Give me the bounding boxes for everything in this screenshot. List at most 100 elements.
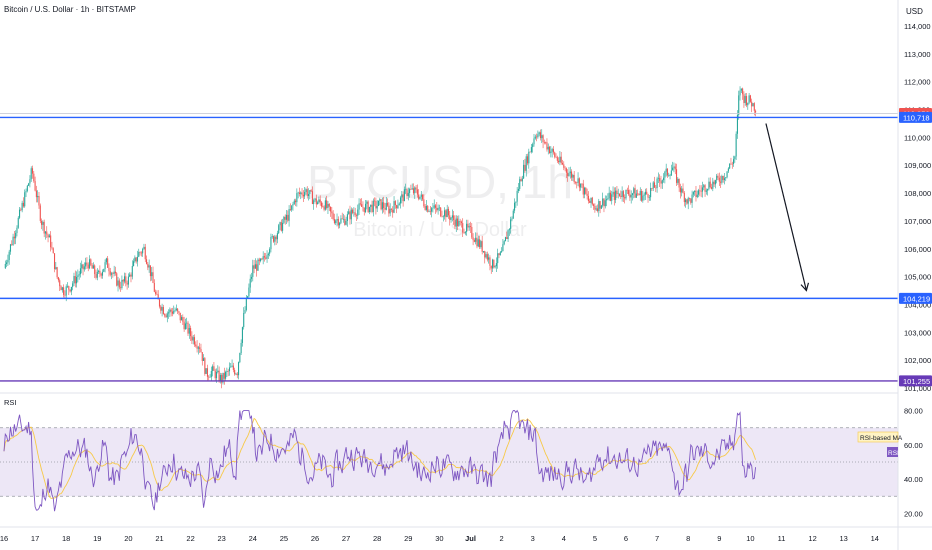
candle-body: [716, 175, 718, 181]
candle-body: [66, 286, 69, 287]
candle-body: [472, 237, 474, 241]
time-tick-label: 16: [0, 534, 8, 543]
candle-body: [37, 195, 39, 198]
candle-body: [380, 199, 382, 210]
time-tick-label: 6: [624, 534, 628, 543]
candle-body: [65, 286, 67, 296]
candle-body: [473, 240, 475, 242]
candle-body: [652, 182, 654, 189]
candle-body: [48, 235, 50, 238]
candle-body: [339, 222, 341, 226]
time-tick-label: Jul: [465, 534, 476, 543]
price-label-badge: [899, 292, 932, 304]
candle-body: [625, 189, 627, 199]
time-axis[interactable]: 16 17 18 19 20 21 22 23 24 25 26 27 28 29 30 Jul 2 3 4 5 6 7 8…: [0, 526, 932, 543]
candle-body: [462, 223, 464, 233]
price-pane[interactable]: [0, 86, 898, 394]
candle-body: [743, 94, 745, 103]
candle-body: [399, 197, 402, 204]
candle-body: [161, 307, 163, 311]
candle-body: [440, 207, 442, 217]
candle-body: [555, 156, 557, 158]
candle-body: [455, 218, 457, 227]
candle-body: [506, 237, 508, 240]
candle-body: [561, 162, 564, 165]
currency-label[interactable]: USD: [906, 7, 923, 16]
time-tick-label: 10: [746, 534, 754, 543]
watermark-symbol: BTCUSD, 1h: [307, 156, 573, 208]
candle-body: [215, 371, 218, 379]
candle-body: [262, 256, 264, 260]
candle-body: [516, 190, 518, 202]
candle-body: [612, 191, 614, 195]
candle-body: [64, 294, 66, 296]
time-tick-label: 24: [249, 534, 257, 543]
candle-body: [19, 209, 21, 218]
candle-body: [230, 366, 232, 368]
candle-body: [310, 190, 312, 192]
candle-body: [249, 278, 251, 288]
candle-body: [494, 266, 496, 268]
rsi-title[interactable]: RSI: [4, 398, 17, 407]
symbol-title[interactable]: Bitcoin / U.S. Dollar · 1h · BITSTAMP: [4, 5, 136, 14]
candle-body: [147, 263, 149, 268]
candle-body: [20, 209, 22, 211]
time-tick-label: 19: [93, 534, 101, 543]
candle-body: [538, 132, 540, 135]
candle-body: [6, 262, 8, 264]
candle-body: [688, 198, 691, 199]
candle-body: [55, 267, 57, 269]
candle-body: [734, 156, 736, 160]
candle-body: [118, 280, 120, 288]
candle-body: [162, 307, 164, 315]
candle-body: [107, 258, 109, 268]
candle-body: [432, 207, 434, 209]
candle-body: [687, 198, 689, 204]
candle-body: [469, 226, 472, 227]
candle-body: [333, 219, 335, 224]
price-tick-label: 104,000: [904, 300, 931, 309]
candle-body: [410, 189, 412, 190]
candle-body: [490, 265, 492, 269]
price-axis[interactable]: 101,000 102,000 103,000 104,000 105,000 106,0…: [857, 0, 932, 550]
candle-body: [618, 193, 621, 196]
candle-body: [427, 205, 429, 212]
candle-body: [616, 190, 618, 194]
candle-body: [438, 207, 440, 209]
candle-body: [51, 247, 53, 249]
candle-body: [560, 156, 562, 163]
candle-body: [622, 191, 624, 198]
candle-body: [149, 265, 151, 277]
candle-body: [209, 377, 211, 378]
candle-body: [751, 101, 753, 107]
candle-body: [95, 274, 97, 278]
candle-body: [126, 282, 128, 285]
candle-body: [428, 211, 430, 212]
candle-body: [291, 205, 293, 210]
candle-body: [691, 194, 693, 203]
candle-body: [651, 188, 653, 189]
candle-body: [204, 358, 206, 374]
candle-body: [103, 268, 105, 272]
candle-body: [508, 229, 510, 231]
candle-body: [720, 181, 722, 183]
candle-body: [252, 265, 254, 277]
rsi-pane[interactable]: [0, 409, 898, 512]
candle-body: [296, 193, 298, 203]
candle-body: [24, 192, 26, 207]
candle-body: [59, 280, 61, 287]
candle-body: [442, 216, 444, 218]
candle-body: [446, 208, 448, 218]
price-tick-label: 114,000: [904, 22, 931, 31]
candle-body: [577, 178, 579, 183]
candle-body: [590, 197, 592, 203]
candle-body: [564, 167, 566, 169]
candle-body: [607, 198, 609, 200]
candle-body: [390, 208, 393, 210]
candle-body: [326, 200, 328, 208]
candle-body: [394, 201, 396, 206]
candle-body: [752, 103, 754, 107]
candle-body: [424, 206, 426, 210]
candle-body: [86, 262, 88, 265]
